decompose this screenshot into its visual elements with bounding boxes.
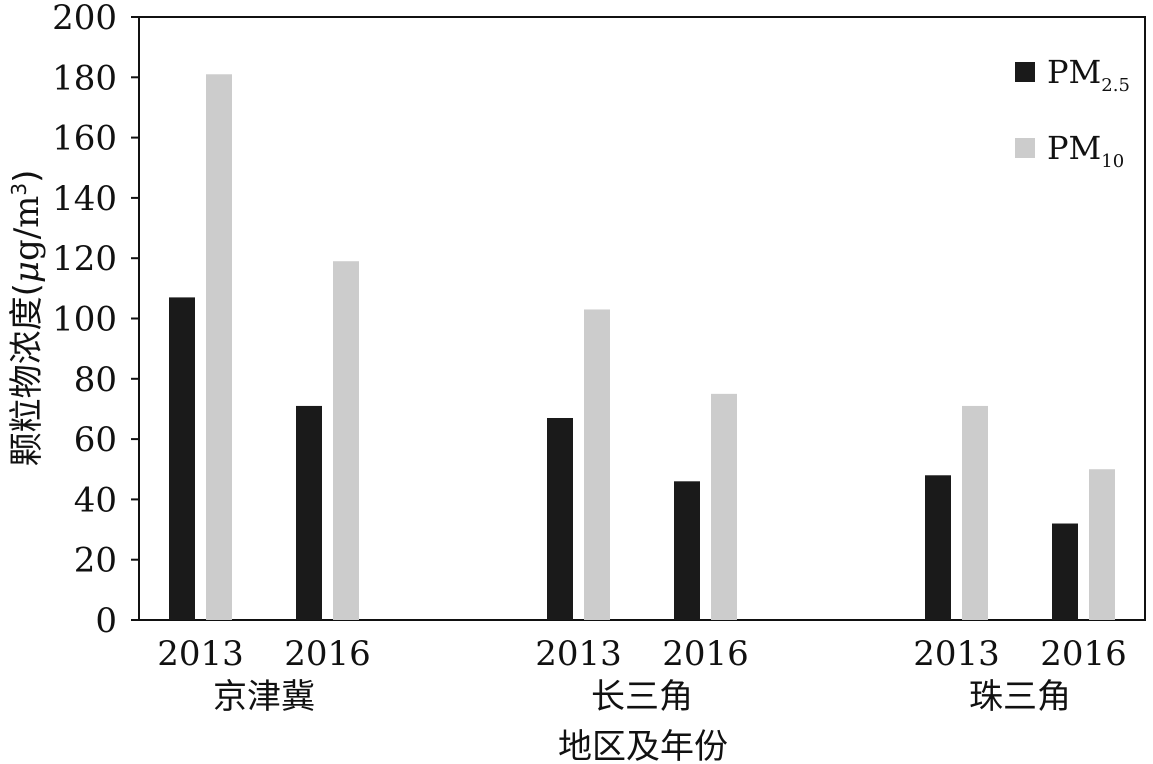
bar-pm25-1 xyxy=(296,405,322,620)
legend-label-pm25: PM2.5 xyxy=(1047,53,1130,96)
legend-label-pm10: PM10 xyxy=(1047,129,1124,172)
bar-pm10-3 xyxy=(711,393,737,620)
y-tick-label: 120 xyxy=(52,239,117,279)
y-tick-label: 0 xyxy=(95,601,117,641)
x-tick-year-label: 2013 xyxy=(535,634,622,674)
y-axis-ticks: 0 20 40 60 80 100 120 140 160 180 200 xyxy=(52,0,139,641)
x-region-label: 长三角 xyxy=(591,677,693,717)
y-tick-label: 100 xyxy=(52,300,117,340)
y-tick-label: 60 xyxy=(74,420,117,460)
y-tick-label: 160 xyxy=(52,119,117,159)
y-axis-label-unit: g/m xyxy=(7,196,47,261)
y-tick-label: 200 xyxy=(52,0,117,38)
y-axis-label-mu: μ xyxy=(7,261,47,283)
bars xyxy=(169,74,1115,620)
y-tick-label: 180 xyxy=(52,58,117,98)
x-axis-label: 地区及年份 xyxy=(558,727,728,764)
x-tick-year-label: 2016 xyxy=(1040,634,1127,674)
bar-pm10-5 xyxy=(1089,469,1115,620)
y-axis-label-sup: 3 xyxy=(7,183,31,196)
x-tick-year-label: 2016 xyxy=(662,634,749,674)
bar-pm10-1 xyxy=(333,261,359,620)
bar-pm25-2 xyxy=(547,417,573,620)
legend: PM2.5 PM10 xyxy=(1015,53,1130,172)
bar-pm25-4 xyxy=(925,475,951,620)
bar-pm25-5 xyxy=(1052,523,1078,620)
y-tick-label: 140 xyxy=(52,179,117,219)
bar-pm10-0 xyxy=(206,74,232,620)
y-tick-label: 80 xyxy=(74,360,117,400)
bar-pm25-3 xyxy=(674,481,700,620)
x-tick-year-label: 2016 xyxy=(284,634,371,674)
x-region-label: 珠三角 xyxy=(969,677,1071,717)
legend-swatch-pm25 xyxy=(1015,62,1035,82)
x-region-label: 京津冀 xyxy=(213,677,315,717)
bar-pm25-0 xyxy=(169,297,195,620)
legend-swatch-pm10 xyxy=(1015,138,1035,158)
y-axis-label-close: ) xyxy=(7,170,47,183)
x-tick-year-label: 2013 xyxy=(157,634,244,674)
bar-pm10-2 xyxy=(584,309,610,620)
y-tick-label: 40 xyxy=(74,480,117,520)
bar-pm10-4 xyxy=(962,405,988,620)
plot-frame xyxy=(138,16,1146,621)
y-axis-label-main: 颗粒物浓度( xyxy=(7,283,47,466)
x-tick-year-label: 2013 xyxy=(913,634,1000,674)
y-tick-label: 20 xyxy=(74,541,117,581)
y-axis-label: 颗粒物浓度(μg/m3) xyxy=(7,170,47,467)
